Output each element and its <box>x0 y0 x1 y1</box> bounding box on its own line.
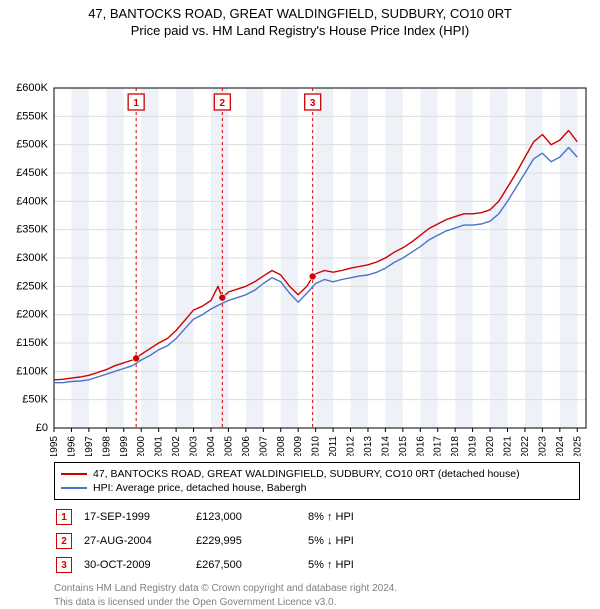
attribution-line: This data is licensed under the Open Gov… <box>54 596 580 609</box>
svg-text:2024: 2024 <box>555 436 566 456</box>
svg-text:2023: 2023 <box>537 436 548 456</box>
svg-text:£500K: £500K <box>16 139 48 151</box>
svg-text:£0: £0 <box>36 422 48 434</box>
svg-text:2000: 2000 <box>136 436 147 456</box>
price-chart: £0 £50K £100K £150K £200K £250K £300K £350K £400… <box>0 38 600 456</box>
svg-text:1998: 1998 <box>101 436 112 456</box>
svg-text:2007: 2007 <box>258 436 269 456</box>
svg-text:2006: 2006 <box>241 436 252 456</box>
svg-text:2004: 2004 <box>206 436 217 456</box>
svg-text:1996: 1996 <box>66 436 77 456</box>
event-price: £267,500 <box>196 554 306 576</box>
svg-text:£100K: £100K <box>16 365 48 377</box>
legend-label: 47, BANTOCKS ROAD, GREAT WALDINGFIELD, S… <box>93 468 520 480</box>
legend-item: HPI: Average price, detached house, Babe… <box>61 481 573 495</box>
svg-text:1999: 1999 <box>119 436 130 456</box>
svg-text:£250K: £250K <box>16 280 48 292</box>
svg-text:2: 2 <box>220 98 226 109</box>
svg-text:£450K: £450K <box>16 167 48 179</box>
legend: 47, BANTOCKS ROAD, GREAT WALDINGFIELD, S… <box>54 462 580 500</box>
svg-text:2005: 2005 <box>223 436 234 456</box>
legend-item: 47, BANTOCKS ROAD, GREAT WALDINGFIELD, S… <box>61 467 573 481</box>
svg-text:£300K: £300K <box>16 252 48 264</box>
svg-text:2025: 2025 <box>572 436 583 456</box>
svg-text:2001: 2001 <box>154 436 165 456</box>
svg-text:2011: 2011 <box>328 436 339 456</box>
chart-subtitle: Price paid vs. HM Land Registry's House … <box>0 23 600 38</box>
legend-swatch <box>61 473 87 475</box>
event-delta: 8% ↑ HPI <box>308 506 364 528</box>
event-marker: 3 <box>56 557 72 573</box>
svg-text:2021: 2021 <box>503 436 514 456</box>
event-marker: 1 <box>56 509 72 525</box>
svg-text:£50K: £50K <box>22 394 48 406</box>
svg-text:2014: 2014 <box>380 436 391 456</box>
table-row: 1 17-SEP-1999£123,0008% ↑ HPI <box>56 506 364 528</box>
legend-swatch <box>61 487 87 489</box>
svg-text:2018: 2018 <box>450 436 461 456</box>
svg-text:£400K: £400K <box>16 195 48 207</box>
svg-text:3: 3 <box>310 98 316 109</box>
svg-text:£150K: £150K <box>16 337 48 349</box>
svg-text:1: 1 <box>133 98 139 109</box>
event-price: £229,995 <box>196 530 306 552</box>
svg-text:£600K: £600K <box>16 82 48 94</box>
svg-text:2010: 2010 <box>311 436 322 456</box>
chart-title: 47, BANTOCKS ROAD, GREAT WALDINGFIELD, S… <box>0 6 600 21</box>
event-marker: 2 <box>56 533 72 549</box>
svg-text:2015: 2015 <box>398 436 409 456</box>
event-delta: 5% ↑ HPI <box>308 554 364 576</box>
event-date: 27-AUG-2004 <box>84 530 194 552</box>
sale-events-table: 1 17-SEP-1999£123,0008% ↑ HPI 2 27-AUG-2004… <box>54 504 366 578</box>
attribution-line: Contains HM Land Registry data © Crown c… <box>54 582 580 596</box>
svg-text:2013: 2013 <box>363 436 374 456</box>
svg-text:2003: 2003 <box>189 436 200 456</box>
svg-text:2019: 2019 <box>468 436 479 456</box>
svg-text:£550K: £550K <box>16 110 48 122</box>
svg-text:2012: 2012 <box>346 436 357 456</box>
svg-text:£350K: £350K <box>16 224 48 236</box>
legend-label: HPI: Average price, detached house, Babe… <box>93 482 306 494</box>
table-row: 3 30-OCT-2009£267,5005% ↑ HPI <box>56 554 364 576</box>
svg-text:2002: 2002 <box>171 436 182 456</box>
svg-text:2017: 2017 <box>433 436 444 456</box>
event-price: £123,000 <box>196 506 306 528</box>
svg-text:2016: 2016 <box>415 436 426 456</box>
table-row: 2 27-AUG-2004£229,9955% ↓ HPI <box>56 530 364 552</box>
svg-text:1997: 1997 <box>84 436 95 456</box>
event-delta: 5% ↓ HPI <box>308 530 364 552</box>
attribution-text: Contains HM Land Registry data © Crown c… <box>54 582 580 609</box>
event-date: 30-OCT-2009 <box>84 554 194 576</box>
svg-text:2020: 2020 <box>485 436 496 456</box>
svg-text:2008: 2008 <box>276 436 287 456</box>
event-date: 17-SEP-1999 <box>84 506 194 528</box>
svg-text:£200K: £200K <box>16 309 48 321</box>
svg-text:1995: 1995 <box>49 436 60 456</box>
svg-text:2009: 2009 <box>293 436 304 456</box>
svg-text:2022: 2022 <box>520 436 531 456</box>
